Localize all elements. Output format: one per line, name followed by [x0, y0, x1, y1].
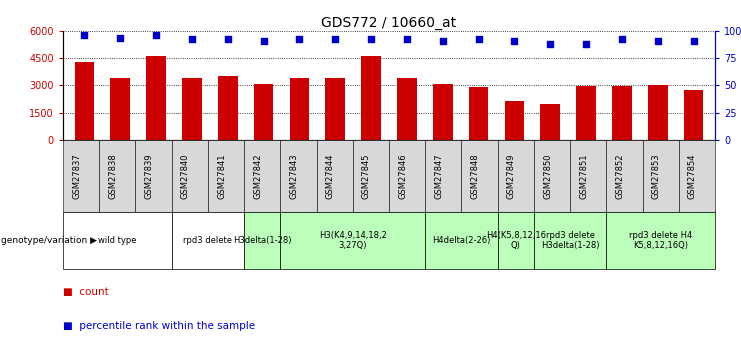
- Bar: [325, 78, 345, 140]
- Point: [652, 38, 664, 43]
- Text: genotype/variation ▶: genotype/variation ▶: [1, 236, 98, 245]
- Title: GDS772 / 10660_at: GDS772 / 10660_at: [322, 16, 456, 30]
- Bar: [182, 78, 202, 140]
- Text: wild type: wild type: [98, 236, 136, 245]
- Point: [329, 36, 341, 41]
- Point: [79, 33, 90, 38]
- Text: GSM27852: GSM27852: [616, 153, 625, 199]
- Text: GSM27854: GSM27854: [688, 153, 697, 199]
- Text: GSM27843: GSM27843: [290, 153, 299, 199]
- Text: ■  count: ■ count: [63, 287, 109, 296]
- Bar: [612, 86, 632, 140]
- Text: H3(K4,9,14,18,2
3,27Q): H3(K4,9,14,18,2 3,27Q): [319, 231, 387, 250]
- Text: GSM27849: GSM27849: [507, 153, 516, 199]
- Bar: [505, 101, 525, 140]
- Point: [545, 41, 556, 47]
- Bar: [146, 57, 166, 140]
- Point: [437, 38, 449, 43]
- Point: [688, 38, 700, 43]
- Bar: [433, 85, 453, 140]
- Text: GSM27850: GSM27850: [543, 153, 552, 199]
- Text: GSM27841: GSM27841: [217, 153, 226, 199]
- Text: H3delta(1-28): H3delta(1-28): [233, 236, 291, 245]
- Text: GSM27838: GSM27838: [108, 153, 117, 199]
- Text: GSM27846: GSM27846: [398, 153, 407, 199]
- Point: [258, 38, 270, 43]
- Point: [150, 33, 162, 38]
- Bar: [253, 83, 273, 140]
- Text: GSM27845: GSM27845: [362, 153, 371, 199]
- Point: [473, 36, 485, 41]
- Point: [580, 41, 592, 47]
- Bar: [684, 90, 703, 140]
- Point: [401, 36, 413, 41]
- Text: GSM27853: GSM27853: [652, 153, 661, 199]
- Text: rpd3 delete: rpd3 delete: [183, 236, 233, 245]
- Point: [186, 36, 198, 41]
- Point: [222, 36, 233, 41]
- Point: [293, 36, 305, 41]
- Text: GSM27840: GSM27840: [181, 153, 190, 199]
- Bar: [362, 57, 381, 140]
- Text: H4delta(2-26): H4delta(2-26): [432, 236, 491, 245]
- Bar: [397, 78, 416, 140]
- Bar: [648, 86, 668, 140]
- Bar: [290, 78, 309, 140]
- Text: H4(K5,8,12,16
Q): H4(K5,8,12,16 Q): [486, 231, 546, 250]
- Point: [114, 35, 126, 40]
- Text: ■  percentile rank within the sample: ■ percentile rank within the sample: [63, 321, 255, 331]
- Point: [365, 36, 377, 41]
- Text: GSM27839: GSM27839: [144, 153, 153, 199]
- Text: GSM27842: GSM27842: [253, 153, 262, 199]
- Text: GSM27837: GSM27837: [72, 153, 81, 199]
- Bar: [576, 86, 596, 140]
- Text: rpd3 delete H4
K5,8,12,16Q): rpd3 delete H4 K5,8,12,16Q): [629, 231, 692, 250]
- Bar: [469, 87, 488, 140]
- Text: rpd3 delete
H3delta(1-28): rpd3 delete H3delta(1-28): [541, 231, 599, 250]
- Text: GSM27848: GSM27848: [471, 153, 479, 199]
- Point: [508, 38, 520, 43]
- Text: GSM27847: GSM27847: [434, 153, 443, 199]
- Bar: [218, 76, 238, 140]
- Text: GSM27844: GSM27844: [326, 153, 335, 199]
- Point: [616, 36, 628, 41]
- Bar: [75, 62, 94, 140]
- Bar: [110, 78, 130, 140]
- Text: GSM27851: GSM27851: [579, 153, 588, 199]
- Bar: [540, 104, 560, 140]
